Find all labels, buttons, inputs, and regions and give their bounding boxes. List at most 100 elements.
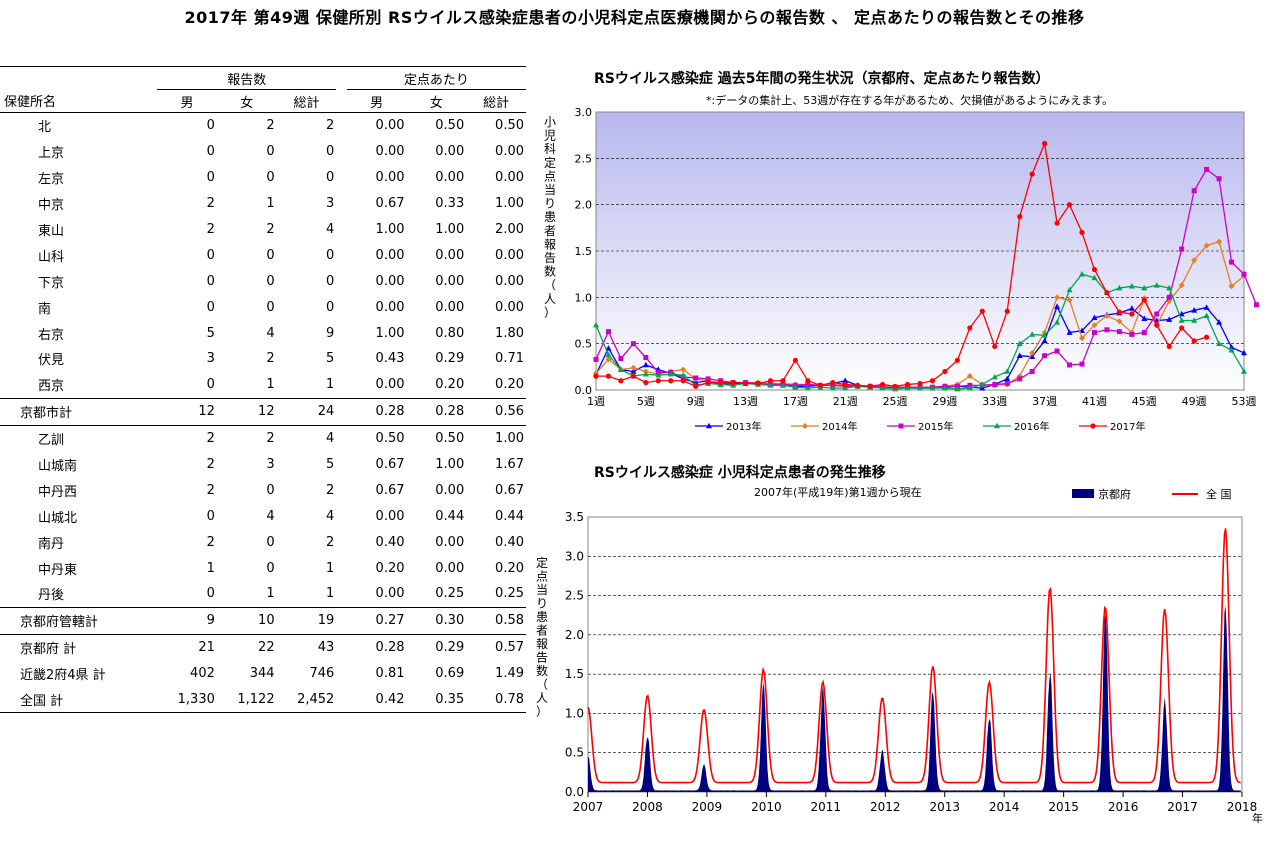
office-name: 乙訓 xyxy=(38,433,65,449)
table-cell: 0.81 xyxy=(375,666,405,682)
data-point xyxy=(904,381,911,388)
data-point xyxy=(1016,352,1023,359)
data-point xyxy=(779,382,786,388)
x-tick-label: 37週 xyxy=(1032,395,1057,408)
data-point xyxy=(617,366,624,372)
x-tick-label: 5週 xyxy=(637,395,655,408)
table-cell: 746 xyxy=(309,666,335,682)
data-point xyxy=(892,383,898,389)
col-header-female-per: 女 xyxy=(406,89,467,113)
y-tick-label: 2.5 xyxy=(575,152,593,165)
data-point xyxy=(941,384,948,391)
office-name: 北 xyxy=(38,120,52,136)
table-cell: 0.57 xyxy=(495,640,524,656)
data-point xyxy=(1166,294,1172,300)
data-point xyxy=(917,384,923,391)
office-name: 中京 xyxy=(38,198,65,214)
data-point xyxy=(1004,368,1011,374)
table-cell: 2 xyxy=(206,431,215,447)
table-cell: 1 xyxy=(266,586,275,602)
legend-label-2017年: 2017年 xyxy=(1110,420,1145,433)
data-point xyxy=(842,377,849,384)
table-cell: 2 xyxy=(266,222,275,237)
x-tick-label: 2016 xyxy=(1108,800,1139,814)
data-point xyxy=(904,384,911,391)
y-tick-label: 3.5 xyxy=(565,510,584,524)
data-point xyxy=(1141,330,1147,336)
data-point xyxy=(1004,375,1011,382)
data-point xyxy=(1179,325,1185,331)
data-point xyxy=(842,384,849,391)
data-point xyxy=(680,378,686,384)
x-tick-label: 53週 xyxy=(1232,395,1257,408)
table-cell: 0.80 xyxy=(435,325,465,341)
data-point xyxy=(1203,304,1210,310)
data-point xyxy=(1067,362,1073,368)
table-cell: 0.44 xyxy=(495,508,524,524)
table-cell: 0.42 xyxy=(346,686,407,714)
table-cell: 0.00 xyxy=(495,299,524,315)
table-cell: 2 xyxy=(326,118,335,134)
y-axis-label: 小児科定点当り患者報告数（人） xyxy=(544,115,556,319)
data-point xyxy=(1178,282,1185,289)
data-point xyxy=(643,355,649,361)
data-point xyxy=(605,345,612,351)
data-point xyxy=(992,381,998,387)
table-cell: 0.71 xyxy=(495,351,524,367)
x-tick-label: 41週 xyxy=(1082,395,1107,408)
y-tick-label: 2.0 xyxy=(565,628,584,642)
table-cell: 0.43 xyxy=(375,351,405,367)
chart1-title: RSウイルス感染症 過去5年間の発生状況（京都府、定点あたり報告数） xyxy=(594,71,1050,87)
data-point xyxy=(1216,238,1223,245)
table-cell: 0.00 xyxy=(435,299,465,315)
table-cell: 402 xyxy=(190,666,215,682)
data-point xyxy=(593,373,599,379)
data-point xyxy=(867,383,873,389)
table-row: 右京 5 4 9 1.00 0.80 1.80 xyxy=(0,320,526,346)
data-point xyxy=(593,356,599,362)
data-point xyxy=(1128,283,1135,289)
x-tick-label: 2013 xyxy=(929,800,960,814)
data-point xyxy=(755,380,761,387)
table-row: 東山 2 2 4 1.00 1.00 2.00 xyxy=(0,217,526,243)
x-tick-label: 2009 xyxy=(692,800,723,814)
table-row: 上京 0 0 0 0.00 0.00 0.00 xyxy=(0,139,526,165)
office-name: 全国 計 xyxy=(0,686,158,714)
table-cell: 0.00 xyxy=(375,508,405,524)
x-tick-label: 2015 xyxy=(1048,800,1079,814)
data-point xyxy=(667,371,674,377)
table-cell: 0.00 xyxy=(375,170,405,186)
table-cell: 1.00 xyxy=(495,196,524,212)
table-cell: 0.00 xyxy=(495,247,524,263)
data-point xyxy=(1116,284,1123,291)
table-cell: 0.29 xyxy=(435,351,465,367)
data-point xyxy=(991,373,998,380)
data-point xyxy=(1091,322,1098,329)
data-point xyxy=(992,343,998,350)
y-tick-label: 1.5 xyxy=(565,667,584,681)
table-cell: 1 xyxy=(326,586,335,602)
data-point xyxy=(630,341,636,347)
legend-label-2015年: 2015年 xyxy=(918,420,953,433)
x-tick-label: 45週 xyxy=(1132,395,1157,408)
data-point xyxy=(979,381,986,387)
table-cell: 0 xyxy=(326,273,335,289)
data-point xyxy=(1054,348,1060,354)
data-point xyxy=(966,373,973,380)
table-cell: 0 xyxy=(206,377,215,393)
data-point xyxy=(805,381,811,387)
table-cell: 3 xyxy=(266,457,275,473)
table-cell: 0.58 xyxy=(466,606,526,635)
table-cell: 0.00 xyxy=(375,144,405,160)
data-point xyxy=(618,355,624,361)
x-tick-label: 1週 xyxy=(587,395,605,408)
x-tick-label: 2010 xyxy=(751,800,782,814)
table-cell: 2 xyxy=(206,457,215,473)
table-cell: 0.78 xyxy=(466,686,526,714)
table-cell: 2 xyxy=(326,482,335,498)
table-cell: 0 xyxy=(206,247,215,263)
data-point xyxy=(1191,307,1198,313)
x-tick-label: 2007 xyxy=(573,800,604,814)
table-cell: 0.20 xyxy=(495,560,524,576)
y-tick-label: 2.5 xyxy=(565,589,584,603)
